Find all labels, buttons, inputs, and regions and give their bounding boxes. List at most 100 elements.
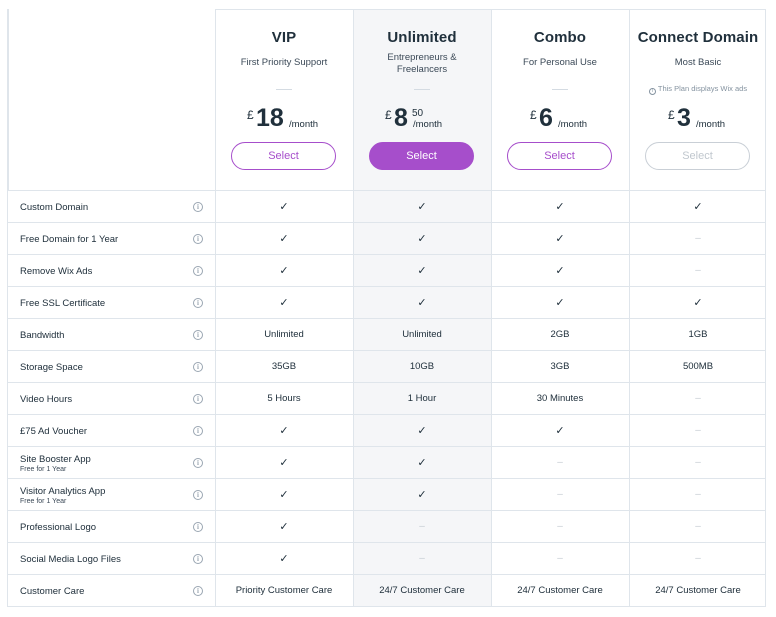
row-divider xyxy=(8,222,765,223)
info-icon[interactable]: i xyxy=(193,426,203,436)
row-divider xyxy=(8,254,765,255)
checkmark-icon: ✓ xyxy=(693,297,703,309)
info-icon[interactable]: i xyxy=(193,490,203,500)
plan-subtitle: Most Basic xyxy=(674,57,722,68)
checkmark-icon: ✓ xyxy=(417,233,427,245)
checkmark-icon: ✓ xyxy=(279,233,289,245)
plan-ads-note: i This Plan displays Wix ads xyxy=(629,84,767,95)
info-icon[interactable]: i xyxy=(193,394,203,404)
feature-sublabel: Free for 1 Year xyxy=(20,465,67,473)
price-period: /month xyxy=(558,119,588,130)
feature-label: Storage Space xyxy=(20,361,83,373)
column-divider xyxy=(629,9,630,606)
feature-label: Free SSL Certificate xyxy=(20,297,106,309)
dash-icon: – xyxy=(695,393,701,404)
price-currency: £ xyxy=(530,108,537,122)
price-currency: £ xyxy=(247,108,254,122)
plan-subtitle: First Priority Support xyxy=(240,57,328,68)
feature-value: 2GB xyxy=(550,329,570,340)
info-icon[interactable]: i xyxy=(193,298,203,308)
feature-name: Social Media Logo Files xyxy=(20,543,190,575)
feature-name: Site Booster App Free for 1 Year xyxy=(20,447,190,479)
checkmark-icon: ✓ xyxy=(279,425,289,437)
feature-label: Visitor Analytics App xyxy=(20,485,106,497)
feature-row-free-domain-for-1-year: Free Domain for 1 Year i ✓ ✓ ✓ – xyxy=(8,223,765,255)
feature-name: Free SSL Certificate xyxy=(20,287,190,319)
checkmark-icon: ✓ xyxy=(417,297,427,309)
info-icon[interactable]: i xyxy=(193,458,203,468)
plan-subtitle: For Personal Use xyxy=(523,57,597,68)
checkmark-icon: ✓ xyxy=(417,425,427,437)
row-divider xyxy=(8,190,765,191)
feature-value: 30 Minutes xyxy=(536,393,584,404)
plan-divider xyxy=(414,89,430,90)
info-icon[interactable]: i xyxy=(193,330,203,340)
checkmark-icon: ✓ xyxy=(279,457,289,469)
dash-icon: – xyxy=(557,553,563,564)
feature-value: 1GB xyxy=(688,329,708,340)
row-divider xyxy=(8,574,765,575)
checkmark-icon: ✓ xyxy=(555,201,565,213)
feature-name: Professional Logo xyxy=(20,511,190,543)
dash-icon: – xyxy=(557,457,563,468)
select-button-connect-domain[interactable]: Select xyxy=(645,142,750,170)
row-divider xyxy=(8,414,765,415)
price-currency: £ xyxy=(385,108,392,122)
dash-icon: – xyxy=(695,489,701,500)
plan-name: Connect Domain xyxy=(637,29,759,46)
feature-value: 24/7 Customer Care xyxy=(655,585,741,596)
feature-sublabel: Free for 1 Year xyxy=(20,497,67,505)
pricing-comparison-table: VIP First Priority Support £18/month Select… xyxy=(7,9,766,607)
info-icon[interactable]: i xyxy=(193,202,203,212)
select-button-vip[interactable]: Select xyxy=(231,142,336,170)
checkmark-icon: ✓ xyxy=(279,297,289,309)
feature-row-visitor-analytics-app: Visitor Analytics App Free for 1 Year i ✓ ✓ –… xyxy=(8,479,765,511)
highlighted-plan-column xyxy=(353,9,491,606)
row-divider xyxy=(8,286,765,287)
plan-price: £6/month xyxy=(491,104,629,135)
feature-label: Video Hours xyxy=(20,393,73,405)
feature-value: 1 Hour xyxy=(407,393,437,404)
feature-label: Free Domain for 1 Year xyxy=(20,233,119,245)
header-left-border xyxy=(8,9,9,190)
column-divider xyxy=(491,9,492,606)
plan-name: Unlimited xyxy=(387,29,457,46)
info-icon[interactable]: i xyxy=(193,586,203,596)
feature-row-site-booster-app: Site Booster App Free for 1 Year i ✓ ✓ – – xyxy=(8,447,765,479)
feature-value: Unlimited xyxy=(402,329,442,340)
checkmark-icon: ✓ xyxy=(555,265,565,277)
feature-name: Visitor Analytics App Free for 1 Year xyxy=(20,479,190,511)
feature-row-video-hours: Video Hours i 5 Hours 1 Hour 30 Minutes – xyxy=(8,383,765,415)
info-icon[interactable]: i xyxy=(648,88,656,95)
checkmark-icon: ✓ xyxy=(555,425,565,437)
info-icon[interactable]: i xyxy=(193,522,203,532)
select-button-combo[interactable]: Select xyxy=(507,142,612,170)
checkmark-icon: ✓ xyxy=(693,201,703,213)
info-icon[interactable]: i xyxy=(193,234,203,244)
checkmark-icon: ✓ xyxy=(555,233,565,245)
dash-icon: – xyxy=(419,521,425,532)
select-button-unlimited[interactable]: Select xyxy=(369,142,474,170)
row-divider xyxy=(8,382,765,383)
feature-label: Site Booster App xyxy=(20,453,91,465)
feature-row-storage-space: Storage Space i 35GB 10GB 3GB 500MB xyxy=(8,351,765,383)
checkmark-icon: ✓ xyxy=(279,265,289,277)
plan-price: £8 50/month xyxy=(353,104,491,135)
price-amount: 3 xyxy=(677,104,691,132)
row-divider xyxy=(8,318,765,319)
row-divider xyxy=(8,478,765,479)
info-icon[interactable]: i xyxy=(193,362,203,372)
feature-name: Video Hours xyxy=(20,383,190,415)
plan-subtitle: Entrepreneurs & Freelancers xyxy=(387,52,457,75)
info-icon[interactable]: i xyxy=(193,554,203,564)
plan-price: £3/month xyxy=(629,104,767,135)
checkmark-icon: ✓ xyxy=(417,265,427,277)
dash-icon: – xyxy=(557,521,563,532)
dash-icon: – xyxy=(695,553,701,564)
plan-name: Combo xyxy=(533,29,587,46)
dash-icon: – xyxy=(695,425,701,436)
column-divider xyxy=(215,9,216,606)
feature-row-social-media-logo-files: Social Media Logo Files i ✓ – – – xyxy=(8,543,765,575)
info-icon[interactable]: i xyxy=(193,266,203,276)
price-amount: 8 xyxy=(394,104,408,132)
